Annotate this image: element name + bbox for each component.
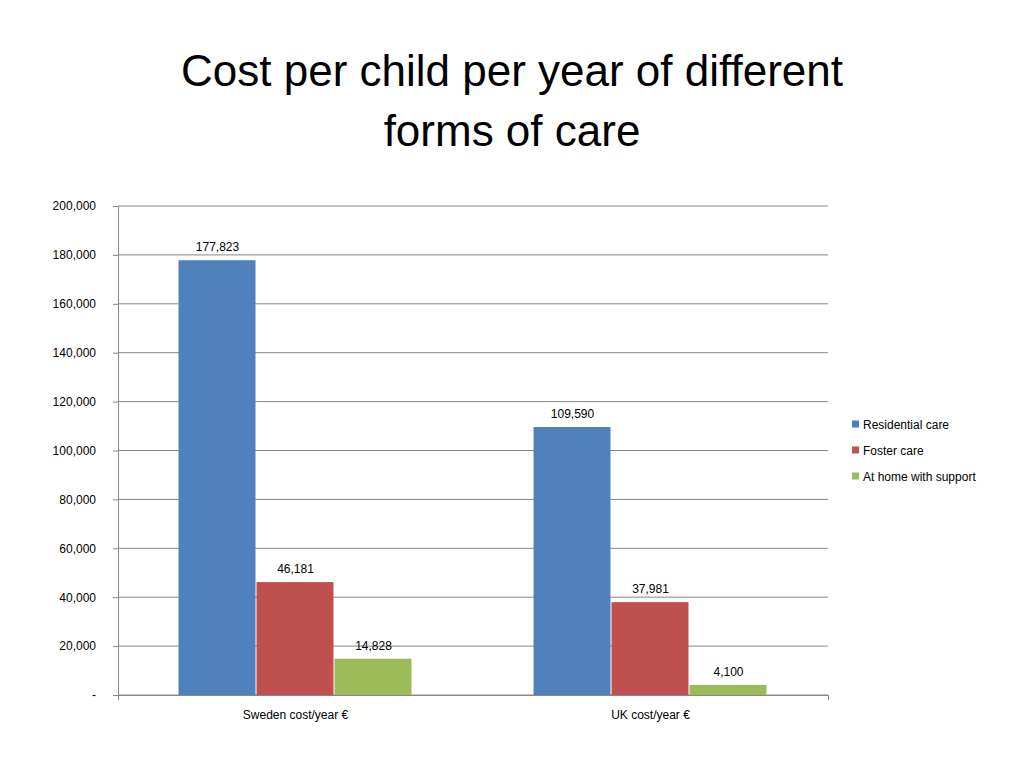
title-line: forms of care xyxy=(384,106,641,155)
y-tick: 200,000 xyxy=(53,199,118,213)
y-tick-mark xyxy=(113,304,118,305)
y-tick-label: 60,000 xyxy=(59,542,96,556)
y-tick: 20,000 xyxy=(59,639,118,653)
legend-swatch xyxy=(852,447,859,454)
x-tick-label: Sweden cost/year € xyxy=(243,708,349,722)
y-tick: 100,000 xyxy=(53,444,118,458)
bar xyxy=(612,602,689,695)
bar xyxy=(334,659,411,695)
y-tick-mark xyxy=(113,451,118,452)
y-tick-mark xyxy=(113,499,118,500)
y-axis-line xyxy=(118,207,119,696)
legend-swatch xyxy=(852,473,859,480)
y-tick: 60,000 xyxy=(59,542,118,556)
y-tick-mark xyxy=(113,353,118,354)
data-labels: 177,823 109,590 46,181 37,981 14,828 4,100 xyxy=(196,240,744,679)
title: Cost per child per year of different form… xyxy=(181,46,843,155)
y-tick-label: 120,000 xyxy=(53,395,97,409)
y-tick-mark xyxy=(113,695,118,696)
bars xyxy=(179,260,767,695)
y-tick-label: - xyxy=(92,688,96,702)
y-tick: 160,000 xyxy=(53,297,118,311)
bar xyxy=(689,685,766,695)
data-label: 177,823 xyxy=(196,240,240,254)
y-tick-label: 80,000 xyxy=(59,493,96,507)
y-tick: 80,000 xyxy=(59,493,118,507)
legend: Residential care Foster care At home with … xyxy=(852,418,976,484)
y-tick-mark xyxy=(113,548,118,549)
data-label: 46,181 xyxy=(277,562,314,576)
y-tick-mark xyxy=(113,597,118,598)
y-tick-label: 100,000 xyxy=(53,444,97,458)
bar xyxy=(257,582,334,695)
legend-label: At home with support xyxy=(863,470,976,484)
y-tick-label: 40,000 xyxy=(59,591,96,605)
bar xyxy=(534,427,611,695)
grid-line xyxy=(118,206,828,207)
x-tick-label: UK cost/year € xyxy=(611,708,690,722)
data-label: 14,828 xyxy=(355,639,392,653)
y-tick-label: 140,000 xyxy=(53,346,97,360)
y-tick: 180,000 xyxy=(53,248,118,262)
x-tick: Sweden cost/year € xyxy=(243,708,349,722)
chart: Cost per child per year of different form… xyxy=(0,0,1024,768)
data-label: 109,590 xyxy=(551,407,595,421)
x-axis-line xyxy=(119,696,829,701)
y-axis: - 20,000 40,000 60,000 80,000 100,000 120,000 1… xyxy=(53,199,119,702)
y-tick: 140,000 xyxy=(53,346,118,360)
x-axis: Sweden cost/year € UK cost/year € xyxy=(119,696,829,722)
y-tick-mark xyxy=(113,646,118,647)
y-tick: 40,000 xyxy=(59,591,118,605)
title-line: Cost per child per year of different xyxy=(181,46,843,95)
data-label: 37,981 xyxy=(632,582,669,596)
y-tick-label: 20,000 xyxy=(59,639,96,653)
y-tick-label: 200,000 xyxy=(53,199,97,213)
y-tick-mark xyxy=(113,402,118,403)
y-tick-label: 180,000 xyxy=(53,248,97,262)
legend-label: Residential care xyxy=(863,418,949,432)
grid-line xyxy=(118,254,828,255)
y-tick-mark xyxy=(113,255,118,256)
grid xyxy=(118,206,828,695)
legend-swatch xyxy=(852,421,859,428)
legend-label: Foster care xyxy=(863,444,924,458)
y-tick-mark xyxy=(113,206,118,207)
y-tick-label: 160,000 xyxy=(53,297,97,311)
data-label: 4,100 xyxy=(713,665,743,679)
x-tick: UK cost/year € xyxy=(611,708,690,722)
y-tick: - xyxy=(92,688,118,702)
y-tick: 120,000 xyxy=(53,395,118,409)
bar xyxy=(179,260,256,695)
